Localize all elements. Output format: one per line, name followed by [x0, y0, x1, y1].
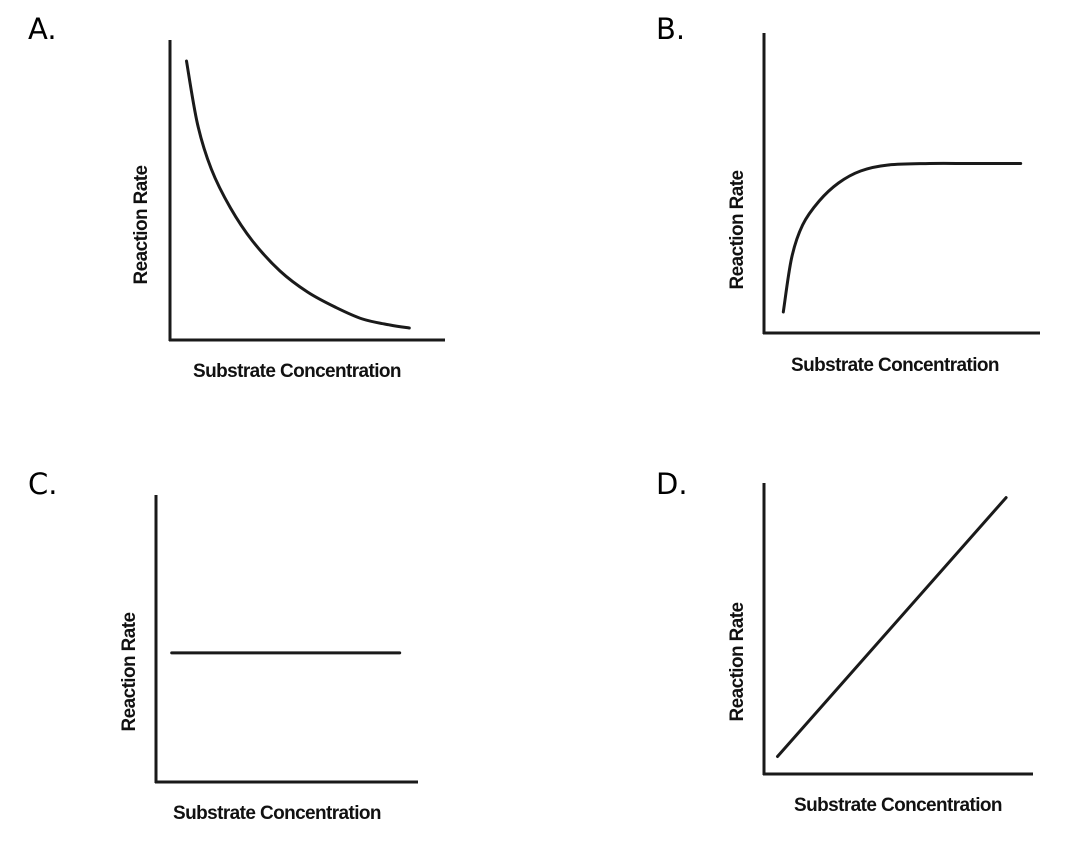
- option-letter-c: C.: [28, 467, 57, 501]
- x-axis-label: Substrate Concentration: [193, 361, 401, 382]
- x-axis-label: Substrate Concentration: [173, 803, 381, 824]
- x-axis-label: Substrate Concentration: [791, 355, 999, 376]
- y-axis-label: Reaction Rate: [727, 171, 748, 290]
- y-axis-label: Reaction Rate: [131, 166, 152, 285]
- rate-curve-b: [781, 161, 1023, 314]
- chart-panel-a: A. Substrate Concentration Reaction Rate: [28, 12, 445, 382]
- rate-curve-a: [185, 59, 411, 330]
- x-axis-label: Substrate Concentration: [794, 795, 1002, 816]
- option-letter-a: A.: [28, 12, 57, 46]
- chart-panel-c: C. Substrate Concentration Reaction Rate: [28, 467, 418, 824]
- y-axis-label: Reaction Rate: [119, 613, 140, 732]
- option-letter-b: B.: [656, 12, 685, 46]
- y-axis-label: Reaction Rate: [727, 603, 748, 722]
- option-letter-d: D.: [656, 467, 688, 501]
- chart-panel-d: D. Substrate Concentration Reaction Rate: [656, 467, 1033, 816]
- rate-curve-d: [776, 496, 1008, 758]
- chart-panel-b: B. Substrate Concentration Reaction Rate: [656, 12, 1040, 376]
